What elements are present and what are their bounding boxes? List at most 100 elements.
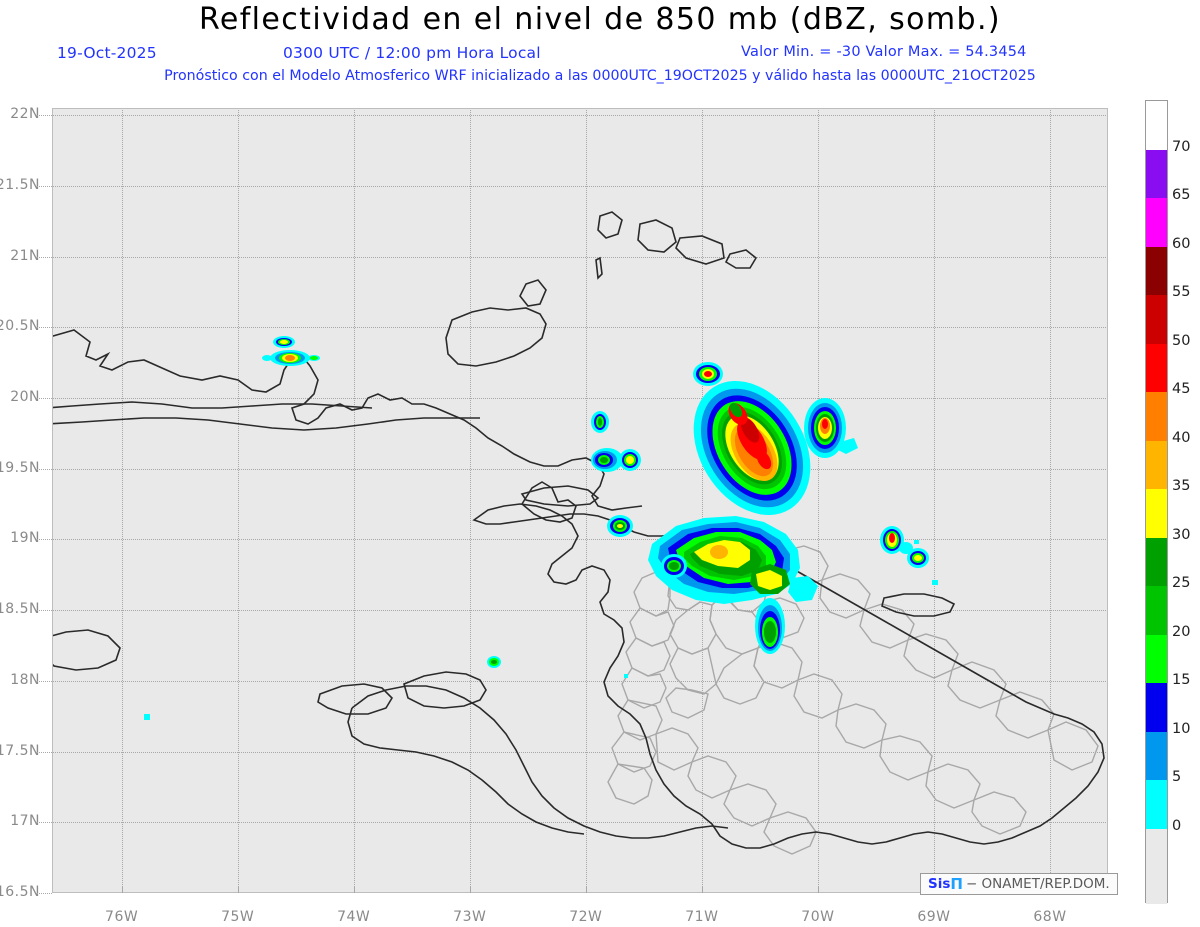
- cell-barahona-speck: [144, 714, 150, 720]
- gridline-horizontal: [52, 822, 1108, 824]
- logo-sis-text: Sis: [928, 876, 951, 892]
- colorbar-tick-label: 20: [1172, 623, 1191, 640]
- longitude-tick-label: 71W: [685, 909, 719, 925]
- value-range-label: Valor Min. = -30 Valor Max. = 54.3454: [741, 44, 1027, 60]
- longitude-tick-label: 74W: [337, 909, 371, 925]
- cell-haiti-north-coast: [591, 411, 609, 433]
- longitude-tick-mark: [701, 886, 703, 893]
- colorbar-tick-label: 40: [1172, 429, 1191, 446]
- longitude-tick-label: 69W: [917, 909, 951, 925]
- latitude-tick-label: 20N: [10, 388, 40, 405]
- gridline-horizontal: [52, 397, 1108, 399]
- latitude-tick-label: 21N: [10, 247, 40, 264]
- cell-mona-passage-speck: [932, 580, 938, 585]
- gridline-horizontal: [52, 751, 1108, 753]
- gridline-vertical: [933, 108, 935, 893]
- cell-azua-south: [755, 598, 785, 654]
- gridline-horizontal: [52, 680, 1108, 682]
- gridline-vertical: [585, 108, 587, 893]
- colorbar-tick-label: 0: [1172, 817, 1182, 834]
- latitude-tick-label: 16.5N: [0, 884, 40, 900]
- cell-monte-cristi-coast: [693, 362, 723, 386]
- latitude-tick-mark: [36, 115, 52, 117]
- colorbar-tick-label: 15: [1172, 672, 1191, 688]
- latitude-tick-mark: [36, 468, 52, 470]
- latitude-tick-label: 18N: [10, 671, 40, 688]
- longitude-tick-label: 73W: [453, 909, 487, 925]
- latitude-tick-label: 20.5N: [0, 318, 40, 335]
- latitude-tick-mark: [36, 397, 52, 399]
- latitude-tick-mark: [36, 327, 52, 329]
- longitude-tick-mark: [817, 886, 819, 893]
- latitude-tick-mark: [36, 893, 52, 894]
- colorbar-band: [1146, 343, 1167, 392]
- gridline-vertical: [121, 108, 123, 893]
- longitude-tick-mark: [121, 886, 123, 893]
- cell-haiti-sw-speck: [624, 674, 628, 678]
- colorbar-tick-label: 10: [1172, 720, 1191, 737]
- colorbar-tick-label: 25: [1172, 575, 1191, 591]
- cell-haiti-plateau-a: [591, 448, 623, 472]
- colorbar-band: [1146, 392, 1167, 441]
- cell-haiti-southeast: [661, 554, 687, 578]
- colorbar-band: [1146, 489, 1167, 538]
- gridline-horizontal: [52, 185, 1108, 187]
- colorbar-band: [1146, 149, 1167, 198]
- latitude-tick-mark: [36, 256, 52, 258]
- colorbar-band: [1146, 198, 1167, 247]
- cell-san-juan-valley: [648, 516, 818, 604]
- colorbar-band: [1146, 537, 1167, 586]
- longitude-tick-mark: [585, 886, 587, 893]
- colorbar-band: [1146, 101, 1167, 150]
- longitude-tick-label: 68W: [1033, 909, 1067, 925]
- latitude-tick-mark: [36, 822, 52, 824]
- cell-cuba-east-b: [262, 350, 320, 366]
- latitude-tick-label: 18.5N: [0, 601, 40, 618]
- gridline-vertical: [237, 108, 239, 893]
- gridline-vertical: [701, 108, 703, 893]
- cell-haiti-central: [607, 515, 633, 537]
- cell-puerto-plata-east: [804, 398, 858, 458]
- latitude-tick-mark: [36, 539, 52, 541]
- cell-haiti-plateau-b: [619, 449, 641, 471]
- cell-samana-east: [907, 548, 929, 568]
- model-description: Pronóstico con el Modelo Atmosferico WRF…: [164, 68, 1036, 84]
- colorbar-band: [1146, 780, 1167, 829]
- longitude-tick-mark: [353, 886, 355, 893]
- longitude-tick-label: 70W: [801, 909, 835, 925]
- gridline-vertical: [469, 108, 471, 893]
- colorbar-tick-label: 5: [1172, 769, 1182, 785]
- colorbar-band: [1146, 828, 1167, 904]
- latitude-tick-label: 17N: [10, 813, 40, 830]
- colorbar-tick-label: 45: [1172, 381, 1191, 397]
- logo-agency-text: − ONAMET/REP.DOM.: [965, 876, 1110, 892]
- forecast-date: 19-Oct-2025: [57, 44, 157, 62]
- page-title: Reflectividad en el nivel de 850 mb (dBZ…: [198, 2, 1002, 37]
- gridline-horizontal: [52, 539, 1108, 541]
- longitude-tick-label: 76W: [105, 909, 139, 925]
- map-plot-area[interactable]: [52, 108, 1108, 893]
- gridline-horizontal: [52, 610, 1108, 612]
- cell-cuba-east-a: [273, 336, 295, 348]
- colorbar-tick-label: 70: [1172, 138, 1191, 155]
- latitude-tick-label: 17.5N: [0, 742, 40, 759]
- colorbar-tick-label: 35: [1172, 478, 1191, 494]
- reflectivity-colorbar[interactable]: [1145, 100, 1168, 904]
- gridline-horizontal: [52, 468, 1108, 470]
- colorbar-tick-label: 55: [1172, 284, 1191, 300]
- cell-samana-bay: [880, 526, 913, 554]
- gridline-horizontal: [52, 327, 1108, 329]
- colorbar-tick-label: 60: [1172, 235, 1191, 252]
- colorbar-band: [1146, 440, 1167, 489]
- attribution-logo: Sis Π − ONAMET/REP.DOM.: [920, 873, 1118, 895]
- gridline-horizontal: [52, 256, 1108, 258]
- longitude-tick-mark: [469, 886, 471, 893]
- forecast-time: 0300 UTC / 12:00 pm Hora Local: [283, 44, 541, 62]
- longitude-tick-label: 75W: [221, 909, 255, 925]
- gridline-horizontal: [52, 115, 1108, 117]
- gridline-vertical: [353, 108, 355, 893]
- latitude-tick-label: 21.5N: [0, 176, 40, 193]
- latitude-tick-label: 19N: [10, 530, 40, 547]
- latitude-tick-mark: [36, 185, 52, 187]
